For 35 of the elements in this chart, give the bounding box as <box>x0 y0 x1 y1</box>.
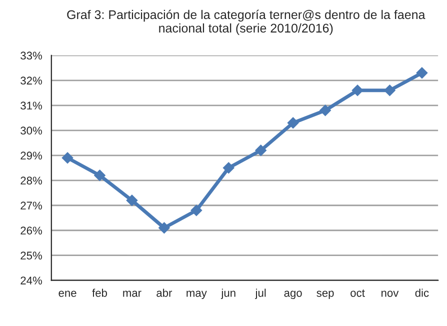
x-tick-label: abr <box>156 288 172 297</box>
point <box>352 84 364 96</box>
y-tick-label: 32% <box>20 76 42 85</box>
x-tick-label: ago <box>284 290 302 300</box>
point <box>416 67 428 79</box>
x-tick-label: jun <box>220 288 236 300</box>
point <box>287 117 299 129</box>
point <box>320 104 331 116</box>
y-tick-label: 24% <box>20 276 42 284</box>
point <box>126 194 138 206</box>
y-tick-label: 33% <box>20 52 42 60</box>
point <box>94 170 106 181</box>
x-tick-label: ene <box>58 290 76 297</box>
point <box>158 222 170 234</box>
y-tick-label: 28% <box>20 176 42 185</box>
point <box>62 152 74 164</box>
y-tick-label: 31% <box>20 102 42 110</box>
x-tick-label: may <box>186 290 207 300</box>
point <box>223 162 234 174</box>
point <box>255 144 266 156</box>
x-tick-label: nov <box>382 290 399 297</box>
chart-title: Graf 3: Participación de la categoría terner@s dentro de la faena nacional total (serie 2010/2016) <box>67 10 426 36</box>
y-tick-label: 27% <box>20 202 42 210</box>
y-tick-label: 29% <box>20 152 42 160</box>
point <box>384 84 396 96</box>
point <box>190 204 202 216</box>
x-tick-label: jul <box>255 288 266 300</box>
x-tick-label: sep <box>316 290 334 300</box>
y-tick-label: 30% <box>20 126 42 135</box>
y-tick-label: 26% <box>20 226 42 235</box>
x-tick-label: oct <box>350 290 365 297</box>
y-tick-label: 25% <box>20 252 42 260</box>
x-tick-label: mar <box>123 290 142 297</box>
x-tick-label: dic <box>415 288 429 297</box>
x-tick-label: feb <box>92 288 107 297</box>
